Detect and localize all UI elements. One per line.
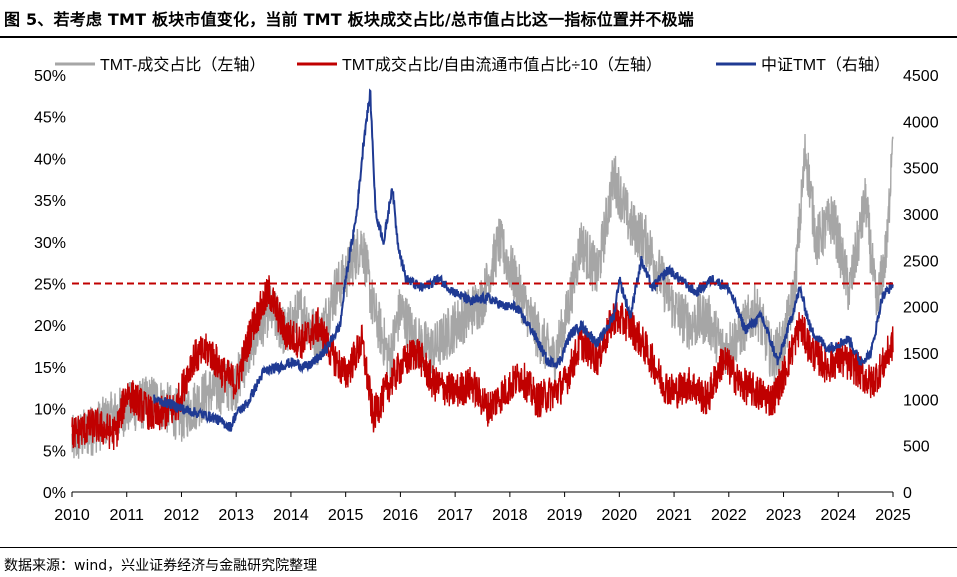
y-right-tick-label: 1000 xyxy=(903,392,939,409)
y-right-tick-label: 500 xyxy=(903,439,930,456)
title-divider xyxy=(0,36,957,38)
x-tick-label: 2016 xyxy=(383,507,419,524)
y-left-tick-label: 35% xyxy=(34,193,66,210)
y-left-tick-label: 5% xyxy=(43,443,66,460)
y-left-tick-label: 20% xyxy=(34,318,66,335)
plot-area: 0% 5% 10% 15% 20% 25% 30% 35% 40% 45% 50% 0 500 1000 1… xyxy=(34,56,939,524)
series-tmt-turnover-share xyxy=(71,133,894,459)
legend-label: TMT-成交占比（左轴） xyxy=(100,56,265,74)
x-tick-label: 2010 xyxy=(54,507,90,524)
y-left-tick-label: 0% xyxy=(43,485,66,502)
x-tick-label: 2022 xyxy=(711,507,747,524)
line-chart: 0% 5% 10% 15% 20% 25% 30% 35% 40% 45% 50% 0 500 1000 1… xyxy=(34,56,939,524)
x-tick-label: 2017 xyxy=(437,507,473,524)
y-right-tick-label: 4500 xyxy=(903,68,939,85)
x-tick-label: 2015 xyxy=(328,507,364,524)
footer-divider xyxy=(0,547,957,548)
y-left-tick-label: 10% xyxy=(34,402,66,419)
y-left-tick-label: 30% xyxy=(34,235,66,252)
y-left-tick-label: 50% xyxy=(34,68,66,85)
x-tick-label: 2018 xyxy=(492,507,528,524)
y-right-tick-label: 3000 xyxy=(903,207,939,224)
x-tick-label: 2020 xyxy=(602,507,638,524)
x-tick-label: 2025 xyxy=(875,507,911,524)
x-tick-label: 2024 xyxy=(820,507,856,524)
y-left-tick-label: 40% xyxy=(34,151,66,168)
legend-label: TMT成交占比/自由流通市值占比÷10（左轴） xyxy=(342,56,662,74)
series-csi-tmt-index xyxy=(153,88,894,432)
series-turnover-to-float-cap-ratio xyxy=(71,275,894,451)
y-left-tick-label: 15% xyxy=(34,360,66,377)
x-tick-label: 2012 xyxy=(164,507,200,524)
y-right-tick-label: 4000 xyxy=(903,114,939,131)
y-right-tick-label: 3500 xyxy=(903,161,939,178)
y-right-tick-label: 0 xyxy=(903,485,912,502)
y-right-tick-label: 2500 xyxy=(903,253,939,270)
y-right-tick-label: 2000 xyxy=(903,300,939,317)
y-right-tick-label: 1500 xyxy=(903,346,939,363)
x-tick-label: 2021 xyxy=(656,507,692,524)
x-tick-label: 2014 xyxy=(273,507,309,524)
legend-label: 中证TMT（右轴） xyxy=(761,56,890,74)
source-note: 数据来源：wind，兴业证券经济与金融研究院整理 xyxy=(4,558,318,574)
y-left-tick-label: 25% xyxy=(34,277,66,294)
y-left-tick-label: 45% xyxy=(34,110,66,127)
x-tick-label: 2023 xyxy=(766,507,802,524)
x-tick-label: 2011 xyxy=(110,507,145,524)
chart-title: 图 5、若考虑 TMT 板块市值变化，当前 TMT 板块成交占比/总市值占比这一… xyxy=(4,10,694,29)
x-tick-label: 2019 xyxy=(547,507,583,524)
x-tick-label: 2013 xyxy=(218,507,254,524)
